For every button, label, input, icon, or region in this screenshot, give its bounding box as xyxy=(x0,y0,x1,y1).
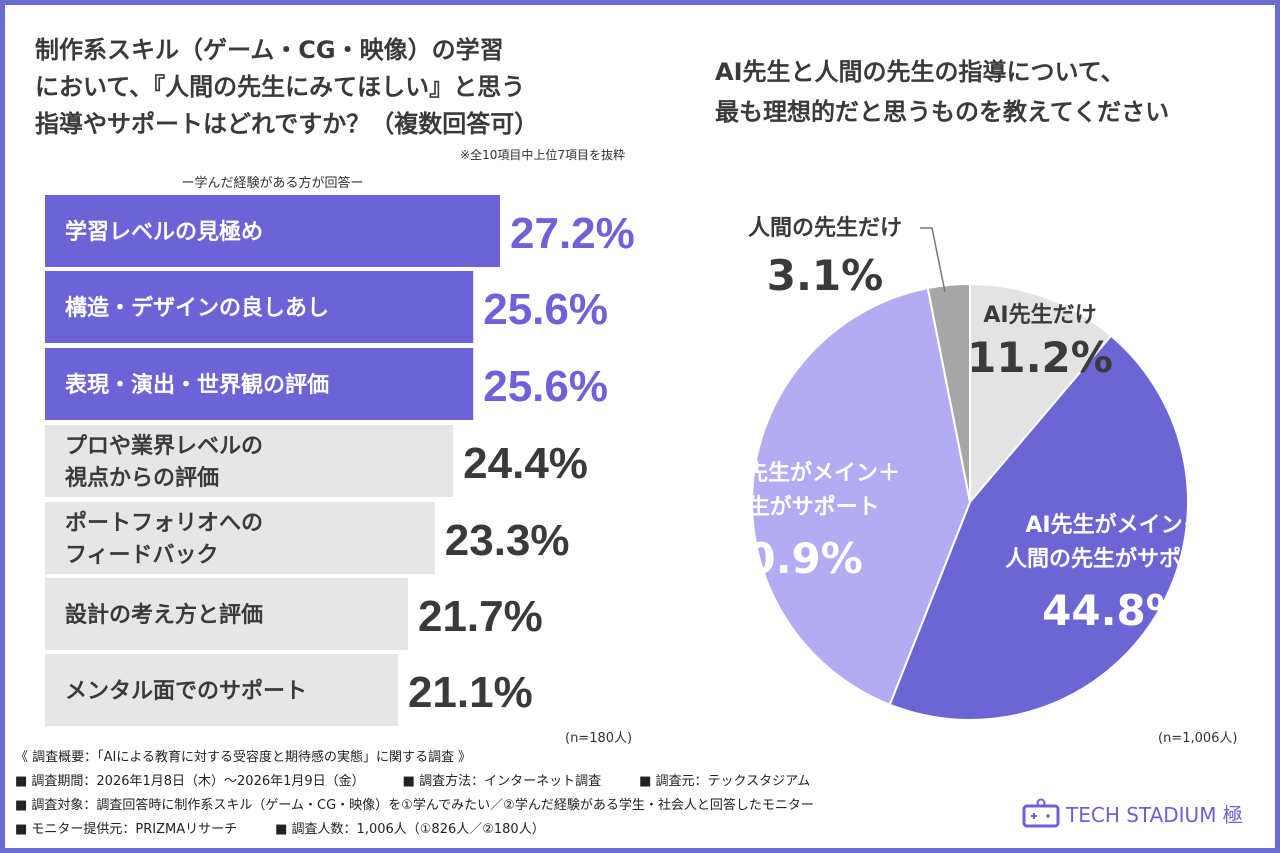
bar-category-label: 構造・デザインの良しあし xyxy=(65,295,329,321)
pie-slice-label: 人間の先生がサポート xyxy=(1005,546,1225,572)
pie-slice-label: 人間の先生だけ xyxy=(748,216,902,241)
bar-sample-size: (n=180人) xyxy=(565,731,633,746)
brand-logo: TECH STADIUM 極 xyxy=(1022,798,1243,828)
survey-footer: 《 調査概要：「AIによる教育に対する受容度と期待感の実態」に関する調査 》 ■… xyxy=(15,746,814,842)
bar xyxy=(45,195,500,267)
pie-chart-title: AI先生と人間の先生の指導について、 最も理想的だと思うものを教えてください xyxy=(715,52,1169,132)
bar-value-label: 23.3% xyxy=(445,516,570,565)
pie-value-label: 44.8% xyxy=(1042,586,1188,635)
bar-category-label: 学習レベルの見極め xyxy=(65,219,263,245)
pie-slice-label: 人間の先生がメイン＋ xyxy=(680,460,900,486)
pie-slice xyxy=(926,282,971,503)
bar-value-label: 21.1% xyxy=(408,668,533,717)
bar-value-label: 21.7% xyxy=(418,592,543,641)
pie-slice xyxy=(888,334,1189,721)
bar-category-label: プロや業界レベルの xyxy=(65,434,263,459)
pie-slice xyxy=(969,282,1113,505)
pie-slice-label: AI先生がサポート xyxy=(700,494,879,520)
bar xyxy=(45,654,398,726)
survey-method: ■ 調査方法：インターネット調査 xyxy=(402,774,602,789)
bar-category-label: メンタル面でのサポート xyxy=(65,678,307,704)
title-line: において、『人間の先生にみてほしい』と思う xyxy=(35,73,526,101)
pie-value-label: 11.2% xyxy=(967,333,1113,382)
bar xyxy=(45,348,474,420)
bar-category-label: ポートフォリオへの xyxy=(65,510,263,536)
bar xyxy=(45,271,474,343)
bar-category-label: フィードバック xyxy=(65,543,219,568)
title-line: 制作系スキル（ゲーム・CG・映像）の学習 xyxy=(35,36,504,64)
bar-chart-note: ※全10項目中上位7項目を抜粋 xyxy=(460,148,625,162)
leader-line xyxy=(920,227,946,293)
bar-value-label: 27.2% xyxy=(510,209,635,258)
title-line: 指導やサポートはどれですか？（複数回答可） xyxy=(35,110,539,138)
bar-category-label: 表現・演出・世界観の評価 xyxy=(65,372,329,398)
bar xyxy=(45,502,435,574)
bar-value-label: 25.6% xyxy=(483,362,608,411)
pie-slice-label: AI先生だけ xyxy=(983,303,1096,328)
survey-org: ■ 調査元：テックスタジアム xyxy=(639,774,811,789)
survey-target: ■ 調査対象：調査回答時に制作系スキル（ゲーム・CG・映像）を①学んでみたい／②… xyxy=(15,798,814,813)
pie-sample-size: (n=1,006人) xyxy=(1158,731,1238,746)
pie-value-label: 40.9% xyxy=(717,534,863,583)
title-line: 最も理想的だと思うものを教えてください xyxy=(715,98,1170,126)
survey-count: ■ 調査人数：1,006人（①826人／②180人） xyxy=(275,822,545,837)
pie-value-label: 3.1% xyxy=(767,251,883,300)
survey-provider: ■ モニター提供元：PRIZMAリサーチ xyxy=(15,822,238,837)
bar-chart-title: 制作系スキル（ゲーム・CG・映像）の学習 において、『人間の先生にみてほしい』と… xyxy=(35,32,538,143)
bar-value-label: 24.4% xyxy=(463,439,588,488)
bar-chart-subtitle: ー学んだ経験がある方が回答ー xyxy=(181,176,364,191)
bar-category-label: 視点からの評価 xyxy=(65,465,219,491)
game-controller-icon xyxy=(1022,798,1060,828)
survey-period: ■ 調査期間：2026年1月8日（木）〜2026年1月9日（金） xyxy=(15,774,365,789)
survey-overview: 《 調査概要：「AIによる教育に対する受容度と期待感の実態」に関する調査 》 xyxy=(15,750,472,765)
bar-category-label: 設計の考え方と評価 xyxy=(65,602,263,628)
logo-text: TECH STADIUM 極 xyxy=(1066,802,1243,827)
bar xyxy=(45,425,454,497)
bar xyxy=(45,578,408,650)
bar-value-label: 25.6% xyxy=(483,285,608,334)
title-line: AI先生と人間の先生の指導について、 xyxy=(715,58,1125,86)
pie-slice xyxy=(751,286,972,706)
pie-slice-label: AI先生がメイン＋ xyxy=(1025,512,1204,538)
